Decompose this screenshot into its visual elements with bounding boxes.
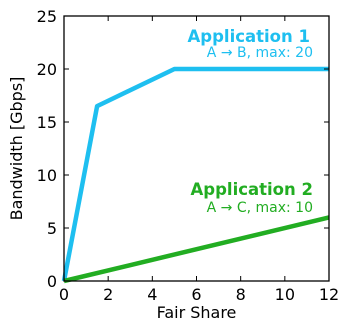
application-1-detail: A → B, max: 20: [207, 45, 313, 61]
application-2-detail: A → C, max: 10: [207, 200, 313, 216]
x-axis-title: Fair Share: [157, 303, 237, 322]
y-tick-label: 5: [47, 219, 57, 238]
x-tick-label: 6: [191, 285, 201, 304]
y-tick-label: 10: [37, 166, 57, 185]
application-1-label: Application 1: [188, 27, 310, 46]
annotation-layer: Application 1 A → B, max: 20 Application…: [188, 27, 313, 216]
y-tick-label: 20: [37, 60, 57, 79]
x-tick-label: 8: [236, 285, 246, 304]
x-tick-label: 4: [147, 285, 157, 304]
series-layer: [61, 66, 330, 284]
series-line-application-1: [61, 66, 329, 282]
x-tick-label: 10: [275, 285, 295, 304]
y-tick-label: 25: [37, 7, 57, 26]
x-tick-label: 12: [319, 285, 339, 304]
ticks-layer: 0 2 4 6 8 10 12 0 5 10 15 20 25: [37, 7, 340, 304]
x-tick-label: 2: [103, 285, 113, 304]
x-tick-label: 0: [59, 285, 69, 304]
y-axis-title: Bandwidth [Gbps]: [7, 77, 26, 221]
y-tick-label: 15: [37, 113, 57, 132]
series-line-application-2: [63, 215, 330, 284]
y-tick-label: 0: [47, 272, 57, 291]
application-2-label: Application 2: [191, 180, 313, 199]
